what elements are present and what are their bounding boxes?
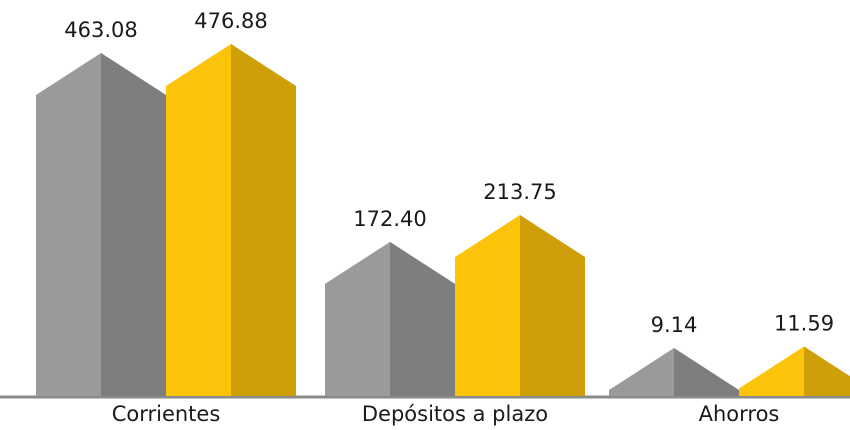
- bar: [231, 44, 296, 396]
- x-tick-label: Corrientes: [112, 402, 221, 426]
- bar-shade: [804, 346, 850, 396]
- bar: [455, 215, 520, 396]
- bar: [101, 52, 166, 396]
- bar-shade: [101, 52, 166, 396]
- value-label: 9.14: [651, 313, 698, 337]
- bar: [609, 348, 674, 396]
- bar: [325, 241, 390, 396]
- bar-shade: [674, 348, 739, 396]
- value-label: 11.59: [774, 311, 834, 335]
- value-label: 213.75: [483, 180, 556, 204]
- value-label: 463.08: [64, 18, 137, 42]
- x-tick-label: Ahorros: [699, 402, 780, 426]
- bar: [166, 44, 231, 396]
- value-label: 476.88: [194, 9, 267, 33]
- bar: [520, 215, 585, 396]
- bar-shade: [231, 44, 296, 396]
- bar: [390, 241, 455, 396]
- value-label: 172.40: [353, 207, 426, 231]
- bar-shade: [390, 241, 455, 396]
- bar: [674, 348, 739, 396]
- bar: [36, 52, 101, 396]
- bar: [804, 346, 850, 396]
- bar-shade: [520, 215, 585, 396]
- x-tick-label: Depósitos a plazo: [362, 402, 548, 426]
- bar: [739, 346, 804, 396]
